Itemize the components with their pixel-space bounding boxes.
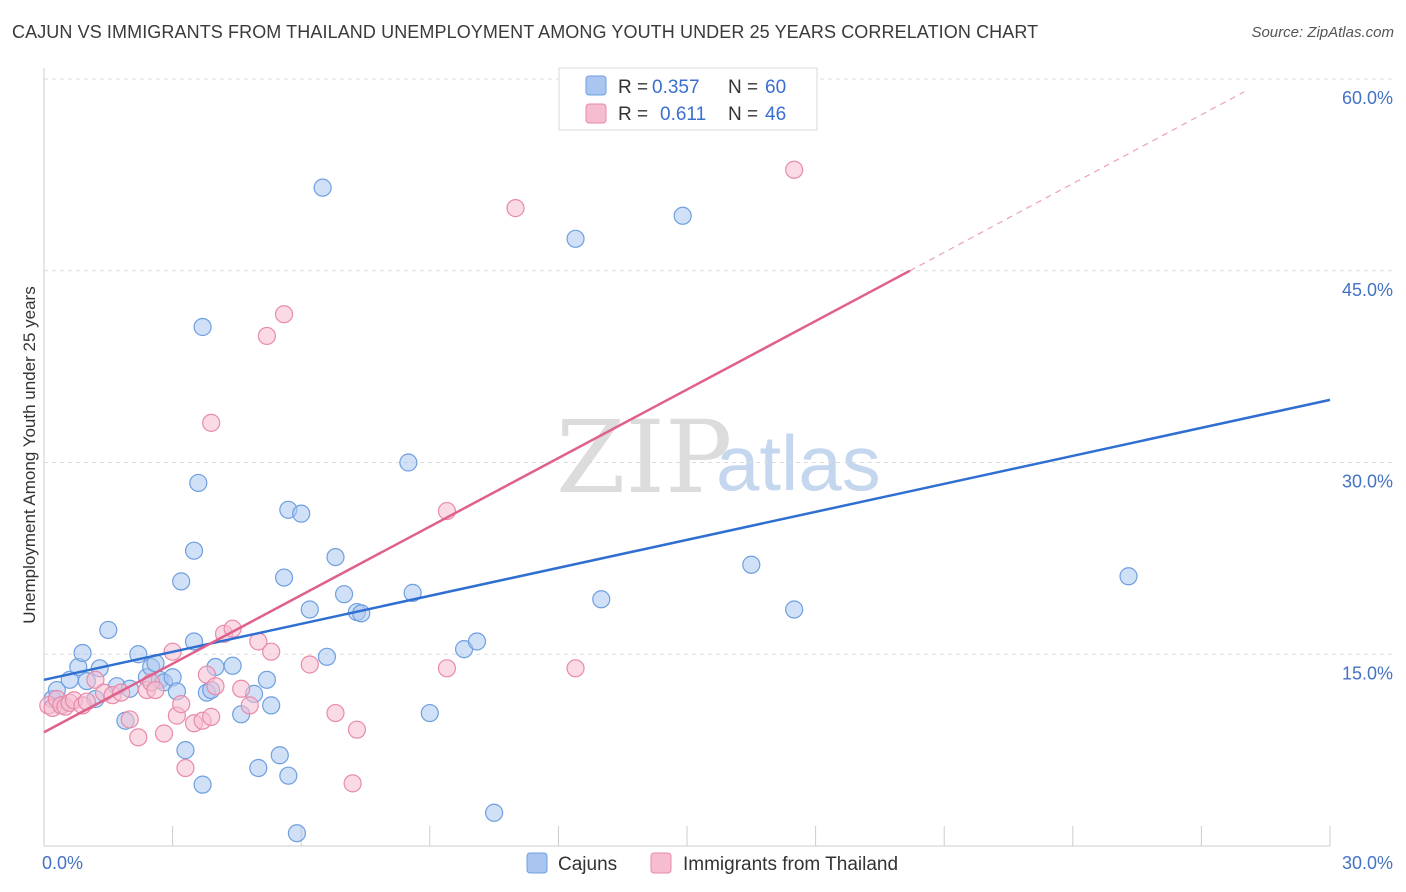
point-0-55 bbox=[313, 178, 332, 197]
point-1-17 bbox=[146, 680, 165, 700]
axes bbox=[43, 68, 1331, 847]
point-1-37 bbox=[343, 774, 362, 793]
legend-r-label-cajuns: R = bbox=[618, 77, 648, 98]
series-1-points bbox=[39, 160, 804, 793]
stats-legend: R = 0.357 N = 60 R = 0.611 N = 46 bbox=[558, 67, 818, 131]
trend-line-0 bbox=[43, 398, 1331, 682]
trend-line-1 bbox=[43, 269, 911, 734]
point-0-46 bbox=[184, 541, 204, 560]
point-0-41 bbox=[403, 583, 422, 602]
point-0-44 bbox=[467, 632, 487, 651]
point-0-38 bbox=[334, 585, 354, 604]
point-1-13 bbox=[120, 710, 139, 729]
point-0-58 bbox=[592, 590, 611, 609]
y-tick-label-45: 45.0% bbox=[1342, 280, 1393, 300]
point-0-50 bbox=[274, 568, 294, 587]
point-0-57 bbox=[673, 206, 692, 225]
point-0-49 bbox=[193, 317, 212, 337]
point-1-41 bbox=[257, 326, 277, 346]
point-0-32 bbox=[262, 696, 281, 715]
point-1-40 bbox=[202, 413, 221, 432]
point-0-61 bbox=[1119, 567, 1138, 586]
point-0-33 bbox=[270, 746, 289, 765]
y-tick-label-15: 15.0% bbox=[1342, 663, 1393, 683]
point-0-27 bbox=[223, 656, 242, 675]
grid-lines bbox=[44, 78, 1392, 655]
point-0-42 bbox=[420, 703, 439, 723]
point-0-45 bbox=[485, 803, 504, 822]
x-tick-label-min: 0.0% bbox=[42, 853, 83, 873]
point-1-45 bbox=[785, 160, 804, 179]
point-0-23 bbox=[193, 775, 212, 794]
x-tick-label-max: 30.0% bbox=[1342, 853, 1393, 873]
series-legend: Cajuns Immigrants from Thailand bbox=[526, 852, 898, 875]
legend-r-label-thailand: R = bbox=[618, 104, 648, 125]
point-1-22 bbox=[176, 758, 195, 778]
point-0-47 bbox=[172, 572, 191, 591]
point-0-35 bbox=[287, 824, 307, 843]
point-1-36 bbox=[347, 720, 367, 739]
point-0-31 bbox=[257, 670, 277, 689]
point-0-40 bbox=[352, 604, 371, 623]
point-0-34 bbox=[279, 766, 298, 785]
point-0-56 bbox=[566, 229, 585, 248]
point-1-35 bbox=[326, 703, 345, 723]
legend-r-value-thailand: 0.611 bbox=[660, 104, 706, 125]
legend-swatch-thailand bbox=[585, 103, 607, 124]
legend-n-label-cajuns: N = bbox=[728, 77, 758, 98]
y-tick-label-30: 30.0% bbox=[1342, 472, 1393, 492]
point-1-38 bbox=[437, 659, 457, 678]
legend-swatch-cajuns bbox=[585, 75, 607, 96]
series-legend-label-cajuns: Cajuns bbox=[558, 854, 617, 875]
point-1-14 bbox=[129, 728, 148, 747]
point-0-5 bbox=[73, 643, 92, 663]
legend-n-value-cajuns: 60 bbox=[765, 77, 786, 98]
trend-lines bbox=[43, 91, 1331, 734]
y-tick-label-60: 60.0% bbox=[1342, 88, 1393, 108]
series-legend-label-thailand: Immigrants from Thailand bbox=[683, 854, 898, 875]
point-0-48 bbox=[189, 473, 208, 493]
point-0-37 bbox=[317, 647, 337, 666]
trend-extension-1 bbox=[909, 91, 1245, 272]
y-tick-labels: 15.0% 30.0% 45.0% 60.0% bbox=[1342, 88, 1393, 683]
point-0-36 bbox=[300, 600, 319, 619]
point-1-34 bbox=[300, 655, 319, 674]
point-0-52 bbox=[292, 504, 311, 523]
point-0-21 bbox=[176, 741, 195, 760]
point-1-31 bbox=[240, 696, 259, 715]
point-1-42 bbox=[274, 305, 294, 324]
legend-n-value-thailand: 46 bbox=[765, 104, 786, 125]
point-0-30 bbox=[249, 758, 268, 778]
point-1-26 bbox=[202, 707, 221, 726]
point-0-54 bbox=[399, 453, 418, 472]
data-points bbox=[39, 160, 1138, 843]
point-1-9 bbox=[86, 670, 105, 689]
point-1-33 bbox=[262, 642, 281, 661]
y-axis-label: Unemployment Among Youth under 25 years bbox=[20, 286, 39, 623]
series-legend-swatch-thailand bbox=[650, 852, 672, 874]
point-1-44 bbox=[506, 199, 525, 218]
legend-r-value-cajuns: 0.357 bbox=[652, 77, 700, 98]
point-0-59 bbox=[742, 555, 761, 574]
point-1-39 bbox=[566, 659, 585, 678]
point-0-53 bbox=[326, 547, 345, 567]
watermark-zip: ZIP bbox=[556, 399, 732, 516]
source-label: Source: ZipAtlas.com bbox=[1251, 24, 1394, 41]
chart-title: CAJUN VS IMMIGRANTS FROM THAILAND UNEMPL… bbox=[12, 22, 1039, 42]
point-1-21 bbox=[172, 695, 191, 714]
point-1-18 bbox=[154, 724, 174, 743]
point-0-9 bbox=[99, 620, 118, 640]
series-legend-swatch-cajuns bbox=[526, 852, 548, 874]
point-0-60 bbox=[785, 600, 804, 619]
point-1-30 bbox=[232, 679, 251, 698]
point-1-27 bbox=[206, 677, 225, 696]
legend-n-label-thailand: N = bbox=[728, 104, 758, 125]
